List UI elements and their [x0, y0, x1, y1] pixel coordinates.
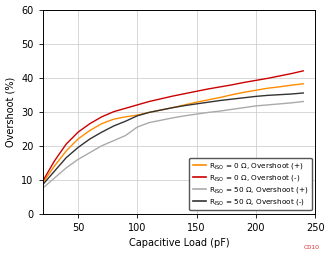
- Legend: R$_{\rm ISO}$ = 0 $\Omega$, Overshoot (+), R$_{\rm ISO}$ = 0 $\Omega$, Overshoot: R$_{\rm ISO}$ = 0 $\Omega$, Overshoot (+…: [189, 158, 312, 210]
- X-axis label: Capacitive Load (pF): Capacitive Load (pF): [128, 239, 229, 248]
- Text: C010: C010: [304, 245, 320, 250]
- Y-axis label: Overshoot (%): Overshoot (%): [6, 77, 16, 147]
